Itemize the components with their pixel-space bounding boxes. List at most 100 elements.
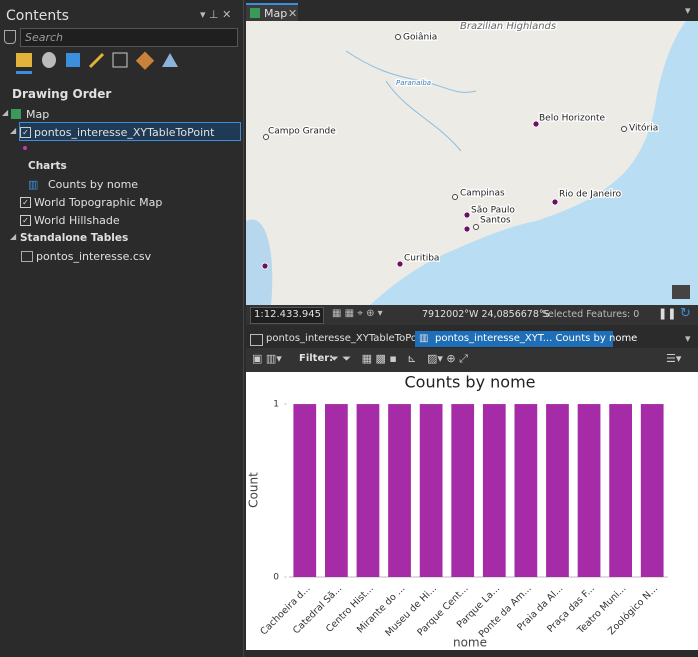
map-label: Paranaíba <box>396 79 431 87</box>
pane-controls[interactable]: ▾ ⊥ ✕ <box>200 8 231 21</box>
map-label: Brazilian Highlands <box>460 21 556 32</box>
coordinates: 7912002°W 24,0856678°S <box>422 309 550 320</box>
bar <box>357 404 380 577</box>
tab-close[interactable]: ✕ <box>288 7 297 20</box>
active-indicator <box>16 71 32 74</box>
chart-tab-label: pontos_interesse_XYT... Counts by nome <box>435 333 637 344</box>
table-tab-label: pontos_interesse_XYTableToPoint <box>266 333 430 344</box>
tree-item[interactable]: Map <box>26 108 49 121</box>
toolbar-icons[interactable]: ▣ ▥▾ <box>252 352 282 365</box>
poi-point <box>397 261 403 267</box>
expander[interactable]: ◢ <box>2 108 8 117</box>
map-label: Vitória <box>629 123 658 134</box>
y-tick-label: 1 <box>273 400 279 410</box>
checkbox[interactable]: ✓ <box>20 197 31 208</box>
toolbar-icons[interactable]: ⏷ ⏷ ▦ ▩ ▪ ⊾ ▨▾ ⊕ ⤢ <box>330 352 468 366</box>
contents-pane: Contents ▾ ⊥ ✕ Search Drawing Order ◢ Map… <box>0 0 244 657</box>
status-bar: 1:12.433.945 ▦ ▦ ⌖ ⊕ ▾ 7912002°W 24,0856… <box>246 305 698 325</box>
y-tick-label: 0 <box>273 573 279 583</box>
layer-symbol <box>23 146 27 150</box>
y-axis-title: Count <box>247 472 261 508</box>
table-icon <box>21 251 33 262</box>
poi-point <box>464 226 470 232</box>
filter-label: Filter: <box>299 353 333 364</box>
tab-menu[interactable]: ▾ <box>685 332 691 345</box>
table-tab[interactable]: pontos_interesse_XYTableToPoint <box>246 331 410 347</box>
chart-tab-icon: ▥ <box>419 333 428 344</box>
bar <box>293 404 316 577</box>
bar <box>451 404 474 577</box>
pane-title: Contents <box>6 8 69 24</box>
tree-item[interactable]: World Hillshade <box>34 214 120 227</box>
checkbox[interactable]: ✓ <box>20 215 31 226</box>
city-point <box>622 127 627 132</box>
scale-box[interactable]: 1:12.433.945 <box>250 307 324 324</box>
city-point <box>396 35 401 40</box>
icon-snapping[interactable] <box>113 53 127 67</box>
filter-icon[interactable] <box>4 30 16 44</box>
icon-editing[interactable] <box>90 54 103 67</box>
tree-item[interactable]: Charts <box>28 160 67 172</box>
basemap-button[interactable] <box>672 285 690 299</box>
search-box[interactable]: Search <box>20 28 238 47</box>
tab-menu[interactable]: ▾ <box>685 4 691 17</box>
icon-drawing-order[interactable] <box>16 53 32 67</box>
tree-item[interactable]: Counts by nome <box>48 178 138 191</box>
tree-item[interactable]: pontos_interesse_XYTableToPoint <box>34 126 214 139</box>
city-point <box>453 195 458 200</box>
poi-point <box>552 199 558 205</box>
status-tools[interactable]: ▦ ▦ ⌖ ⊕ ▾ <box>332 308 383 319</box>
map[interactable]: Brazilian Highlands Goiânia Paranaíba Campo… <box>246 21 698 305</box>
expander[interactable]: ◢ <box>10 232 16 241</box>
map-label: Santos <box>480 216 511 226</box>
selected-features: Selected Features: 0 <box>542 309 639 320</box>
chart-icon: ▥ <box>28 178 38 191</box>
tree-item[interactable]: World Topographic Map <box>34 196 162 209</box>
pause-button[interactable]: ❚❚ <box>658 307 676 320</box>
map-label: Goiânia <box>403 33 437 43</box>
bar <box>325 404 348 577</box>
map-label: Curitiba <box>404 254 439 264</box>
search-placeholder: Search <box>25 31 63 44</box>
bar <box>578 404 601 577</box>
icon-source[interactable] <box>42 52 56 68</box>
map-tab[interactable]: Map ✕ <box>246 3 298 22</box>
city-point <box>474 225 479 230</box>
city-point <box>264 135 269 140</box>
icon-labeling[interactable] <box>136 52 154 70</box>
bar <box>641 404 664 577</box>
checkbox[interactable]: ✓ <box>20 127 31 138</box>
chart-toolbar: ▣ ▥▾ Filter: ⏷ ⏷ ▦ ▩ ▪ ⊾ ▨▾ ⊕ ⤢ ☰▾ <box>246 348 698 372</box>
bar <box>515 404 538 577</box>
table-icon <box>250 334 263 346</box>
chart: Counts by nome nome Count 01Cachoeira d.… <box>246 372 698 650</box>
poi-point <box>464 212 470 218</box>
map-label: Campinas <box>460 189 505 199</box>
bar <box>483 404 506 577</box>
bar <box>546 404 569 577</box>
view-toolbar <box>12 50 182 76</box>
expander[interactable]: ◢ <box>10 126 16 135</box>
map-label: Rio de Janeiro <box>559 190 622 200</box>
icon-selection[interactable] <box>66 53 80 67</box>
section-heading: Drawing Order <box>12 87 111 101</box>
refresh-button[interactable]: ↻ <box>680 306 691 321</box>
tree-item[interactable]: Standalone Tables <box>20 232 128 244</box>
chart-tab[interactable]: ▥ pontos_interesse_XYT... Counts by nome <box>415 331 613 347</box>
map-label: São Paulo <box>471 206 515 216</box>
bar <box>609 404 632 577</box>
map-label: Campo Grande <box>268 127 336 137</box>
map-tab-label: Map <box>264 7 287 20</box>
poi-point <box>533 121 539 127</box>
chart-title: Counts by nome <box>404 373 535 392</box>
properties-button[interactable]: ☰▾ <box>666 352 681 365</box>
scale: 1:12.433.945 <box>254 309 321 320</box>
icon-perspective[interactable] <box>162 53 178 67</box>
bar <box>420 404 443 577</box>
tree-item[interactable]: pontos_interesse.csv <box>36 250 151 263</box>
map-icon <box>250 8 260 18</box>
map-label: Belo Horizonte <box>539 114 606 124</box>
bar <box>388 404 411 577</box>
map-icon <box>11 109 21 119</box>
